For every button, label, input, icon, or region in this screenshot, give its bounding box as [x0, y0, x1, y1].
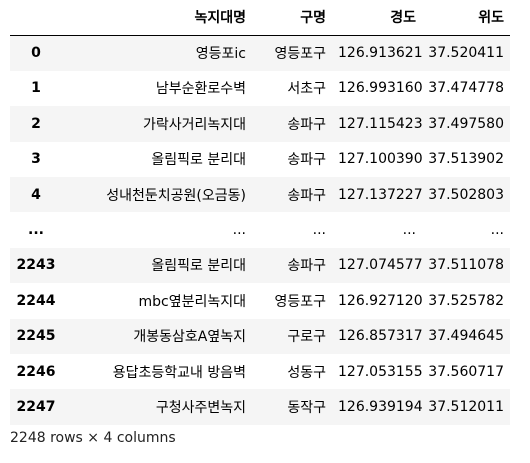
cell-greenbelt-name: 구청사주변녹지 [155, 399, 246, 416]
row-index: 1 [31, 80, 41, 97]
cell-greenbelt-name: 영등포ic [195, 46, 246, 63]
row-index: 0 [31, 45, 41, 62]
cell-district: 송파구 [287, 187, 326, 204]
cell-latitude: 37.512011 [428, 398, 504, 415]
cell-longitude: 126.939194 [338, 398, 422, 415]
table-row: 2 가락사거리녹지대 송파구 127.115423 37.497580 [10, 106, 510, 142]
cell-greenbelt-name: mbc옆분리녹지대 [138, 293, 246, 310]
cell-greenbelt-name: ... [232, 222, 246, 239]
table-row: 4 성내천둔치공원(오금동) 송파구 127.137227 37.502803 [10, 176, 510, 213]
cell-greenbelt-name: 용답초등학교내 방음벽 [112, 364, 246, 381]
cell-longitude: 127.074577 [338, 257, 422, 274]
table-row-ellipsis: ... ... ... ... ... [10, 212, 510, 248]
cell-longitude: 126.993160 [338, 80, 422, 97]
cell-greenbelt-name: 개봉동삼호A옆녹지 [133, 329, 246, 346]
header-row: 녹지대명 구명 경도 위도 [10, 0, 510, 36]
row-index: 2243 [16, 257, 56, 274]
cell-longitude: 127.053155 [338, 363, 422, 380]
header-latitude: 위도 [422, 0, 510, 36]
cell-latitude: 37.520411 [428, 45, 504, 62]
table-row: 3 올림픽로 분리대 송파구 127.100390 37.513902 [10, 141, 510, 177]
cell-district: 송파구 [287, 258, 326, 275]
table-row: 1 남부순환로수벽 서초구 126.993160 37.474778 [10, 70, 510, 107]
cell-longitude: 127.137227 [338, 186, 422, 203]
cell-greenbelt-name: 남부순환로수벽 [155, 81, 246, 98]
row-index: 2246 [16, 363, 56, 380]
table-row: 2243 올림픽로 분리대 송파구 127.074577 37.511078 [10, 247, 510, 284]
row-index: 3 [31, 151, 41, 168]
cell-greenbelt-name: 가락사거리녹지대 [142, 116, 246, 133]
table-row: 2245 개봉동삼호A옆녹지 구로구 126.857317 37.494645 [10, 318, 510, 354]
table-row: 2246 용답초등학교내 방음벽 성동구 127.053155 37.56071… [10, 353, 510, 390]
header-greenbelt-name: 녹지대명 [62, 0, 252, 36]
cell-latitude: 37.513902 [428, 151, 504, 168]
cell-longitude: 126.927120 [338, 292, 422, 309]
cell-latitude: 37.502803 [428, 186, 504, 203]
cell-district: 구로구 [287, 329, 326, 346]
dataframe-shape-caption: 2248 rows × 4 columns [10, 430, 176, 446]
cell-district: 서초구 [287, 81, 326, 98]
row-index: 2245 [16, 328, 56, 345]
cell-longitude: 127.115423 [338, 115, 422, 132]
row-index: 4 [31, 186, 41, 203]
cell-district: 송파구 [287, 116, 326, 133]
cell-district: 송파구 [287, 152, 326, 169]
cell-latitude: 37.511078 [428, 257, 504, 274]
row-index: 2247 [16, 398, 56, 415]
cell-latitude: 37.494645 [428, 328, 504, 345]
cell-greenbelt-name: 올림픽로 분리대 [151, 152, 246, 169]
row-index: ... [28, 222, 44, 239]
dataframe-table: 녹지대명 구명 경도 위도 0 영등포ic 영등포구 126.913621 37… [10, 0, 510, 425]
cell-latitude: 37.474778 [428, 80, 504, 97]
cell-longitude: 126.857317 [338, 328, 422, 345]
cell-latitude: 37.560717 [428, 363, 504, 380]
cell-greenbelt-name: 성내천둔치공원(오금동) [106, 187, 246, 204]
header-district: 구명 [252, 0, 332, 36]
cell-greenbelt-name: 올림픽로 분리대 [151, 258, 246, 275]
cell-district: ... [312, 222, 326, 239]
header-longitude: 경도 [332, 0, 422, 36]
cell-latitude: ... [490, 222, 504, 239]
cell-latitude: 37.525782 [428, 292, 504, 309]
cell-longitude: ... [402, 222, 416, 239]
cell-latitude: 37.497580 [428, 115, 504, 132]
row-index: 2244 [16, 292, 56, 309]
header-index-cell [10, 0, 62, 36]
cell-longitude: 127.100390 [338, 151, 422, 168]
table-body: 0 영등포ic 영등포구 126.913621 37.520411 1 남부순환… [10, 35, 510, 425]
table-row: 2247 구청사주변녹지 동작구 126.939194 37.512011 [10, 389, 510, 425]
table-row: 2244 mbc옆분리녹지대 영등포구 126.927120 37.525782 [10, 283, 510, 319]
table-row: 0 영등포ic 영등포구 126.913621 37.520411 [10, 35, 510, 71]
table-header: 녹지대명 구명 경도 위도 [10, 0, 510, 36]
cell-district: 영등포구 [274, 293, 326, 310]
cell-longitude: 126.913621 [338, 45, 422, 62]
row-index: 2 [31, 115, 41, 132]
cell-district: 동작구 [287, 399, 326, 416]
cell-district: 성동구 [287, 364, 326, 381]
cell-district: 영등포구 [274, 46, 326, 63]
